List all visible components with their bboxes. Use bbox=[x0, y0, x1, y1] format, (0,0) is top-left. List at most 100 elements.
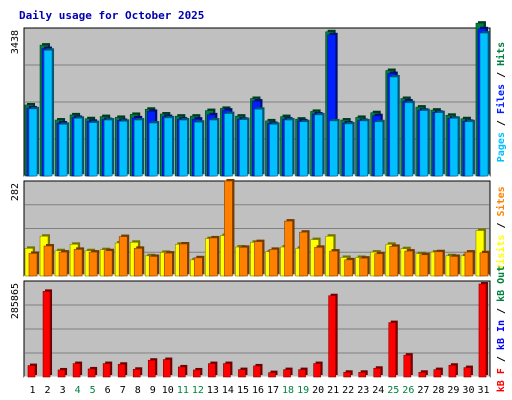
legend-entry: Sites bbox=[495, 186, 507, 216]
bar-pages bbox=[209, 119, 218, 177]
bar-pages bbox=[374, 121, 384, 177]
bar-pages bbox=[73, 118, 83, 177]
bar-sites bbox=[209, 237, 218, 277]
bar-pages bbox=[299, 121, 308, 177]
bar-sites bbox=[163, 252, 173, 277]
x-tick-label: 7 bbox=[120, 385, 126, 396]
bar-pages bbox=[58, 124, 68, 177]
bar-kb-f bbox=[463, 367, 472, 378]
bar-pages bbox=[254, 108, 263, 177]
bar-kb-f bbox=[208, 363, 216, 378]
legend-separator: / bbox=[496, 114, 507, 132]
bar-sites bbox=[479, 252, 489, 277]
x-tick-label: 6 bbox=[105, 385, 111, 396]
bar-pages bbox=[194, 121, 203, 177]
bar-sites bbox=[103, 250, 113, 277]
bar-sites bbox=[58, 251, 68, 277]
bar-kb-f bbox=[223, 363, 231, 378]
bar-sites bbox=[404, 250, 414, 277]
bar-kb-f bbox=[102, 363, 111, 378]
bar-kb-f bbox=[433, 369, 442, 378]
bar-pages bbox=[43, 49, 53, 177]
legend-separator: / bbox=[496, 350, 507, 368]
bar-kb-f bbox=[193, 369, 201, 378]
bar-sites bbox=[299, 231, 308, 277]
bar-sites bbox=[133, 248, 143, 277]
x-tick-label: 26 bbox=[402, 385, 414, 396]
bar-sites bbox=[389, 246, 399, 277]
x-tick-label: 3 bbox=[60, 385, 66, 396]
bar-sites bbox=[148, 256, 158, 277]
bar-pages bbox=[148, 122, 158, 177]
bar-kb-f bbox=[343, 371, 351, 378]
bar-kb-f bbox=[132, 368, 141, 378]
bar-kb-f bbox=[27, 365, 36, 378]
bar-sites bbox=[449, 256, 459, 277]
bar-kb-f bbox=[283, 369, 291, 378]
panel-kb: 285865 bbox=[10, 280, 491, 378]
bar-pages bbox=[284, 119, 293, 177]
x-tick-label: 14 bbox=[222, 385, 234, 396]
bar-sites bbox=[88, 251, 98, 277]
x-tick-label: 18 bbox=[282, 385, 294, 396]
bar-kb-f bbox=[72, 363, 81, 378]
bar-kb-f bbox=[238, 369, 246, 378]
bar-pages bbox=[419, 110, 429, 177]
bar-kb-f bbox=[117, 363, 126, 378]
bar-kb-f bbox=[328, 295, 336, 378]
bar-sites bbox=[464, 251, 474, 277]
x-tick-label: 5 bbox=[90, 385, 96, 396]
bar-kb-f bbox=[373, 367, 382, 378]
bar-pages bbox=[449, 118, 459, 177]
bar-pages bbox=[163, 117, 173, 177]
panel-pages-files-hits: 3438 bbox=[10, 21, 491, 177]
bar-kb-f bbox=[448, 364, 457, 378]
x-tick-label: 15 bbox=[237, 385, 249, 396]
x-tick-label: 29 bbox=[447, 385, 459, 396]
x-tick-label: 16 bbox=[252, 385, 264, 396]
bar-pages bbox=[464, 121, 474, 177]
bar-sites bbox=[254, 241, 263, 277]
bar-kb-f bbox=[42, 291, 51, 378]
bar-pages bbox=[434, 112, 444, 177]
x-tick-label: 25 bbox=[387, 385, 399, 396]
legend-entry: Hits bbox=[495, 42, 507, 66]
bar-sites bbox=[194, 257, 203, 277]
bar-pages bbox=[479, 32, 489, 177]
bar-pages bbox=[329, 120, 338, 177]
bar-sites bbox=[118, 236, 128, 277]
bar-kb-f bbox=[418, 371, 427, 378]
x-tick-label: 2 bbox=[45, 385, 51, 396]
legend-pages-files-hits: Pages / Files / Hits bbox=[495, 42, 507, 162]
bar-kb-f bbox=[178, 366, 186, 378]
bar-sites bbox=[284, 220, 293, 277]
bar-sites bbox=[224, 180, 233, 277]
x-tick-label: 12 bbox=[192, 385, 204, 396]
x-tick-label: 13 bbox=[207, 385, 219, 396]
bar-pages bbox=[269, 124, 278, 177]
bar-pages bbox=[314, 114, 323, 177]
x-tick-label: 28 bbox=[432, 385, 444, 396]
bar-sites bbox=[434, 251, 444, 277]
bar-sites bbox=[314, 247, 323, 277]
legend-entry: Visits bbox=[495, 235, 507, 271]
legend-entry: Files bbox=[495, 84, 507, 114]
bar-kb-f bbox=[268, 372, 276, 378]
bar-pages bbox=[344, 123, 353, 177]
bar-sites bbox=[43, 245, 53, 277]
bar-sites bbox=[374, 253, 384, 277]
bar-kb-f bbox=[403, 354, 412, 378]
bar-pages bbox=[28, 108, 38, 177]
x-tick-label: 19 bbox=[297, 385, 309, 396]
x-tick-label: 27 bbox=[417, 385, 429, 396]
bar-pages bbox=[389, 76, 399, 177]
y-max-label: 282 bbox=[10, 183, 21, 201]
y-max-label: 285865 bbox=[10, 283, 21, 319]
bar-kb-f bbox=[147, 359, 156, 378]
x-tick-label: 4 bbox=[75, 385, 81, 396]
bar-sites bbox=[344, 259, 353, 277]
legend-sites-visits: Visits / Sites bbox=[495, 186, 507, 270]
bar-sites bbox=[179, 243, 188, 277]
